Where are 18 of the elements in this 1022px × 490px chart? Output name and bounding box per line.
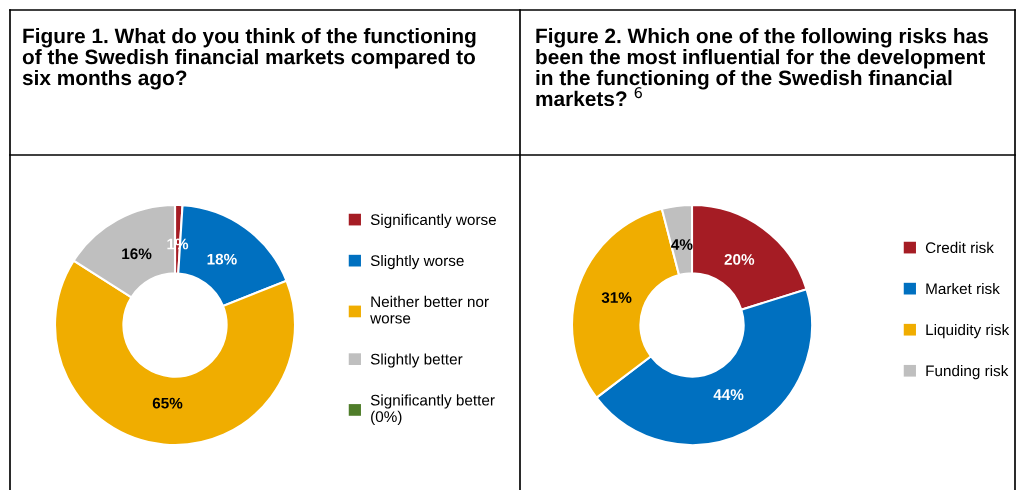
legend-label: Funding risk bbox=[926, 365, 1009, 380]
chart-title: Figure 1. What do you think of the functioning of the Swedish financial markets compared to six months ago? bbox=[22, 28, 476, 90]
data-label: 4% bbox=[671, 239, 693, 250]
data-label: 65% bbox=[152, 397, 183, 409]
data-label: 18% bbox=[207, 253, 237, 265]
legend-label: Liquidity risk bbox=[926, 323, 1010, 339]
legend-label: Slightly better bbox=[370, 353, 463, 368]
legend-label: Market risk bbox=[926, 282, 1000, 295]
chart-title: Figure 2. Which one of the following risks has been the most influential for the development in the functioning of the Swedish financial markets? $^{6}$ bbox=[536, 28, 988, 107]
legend-label: Significantly better (0%) bbox=[370, 394, 495, 426]
data-label: 20% bbox=[724, 254, 755, 265]
data-label: 16% bbox=[122, 248, 152, 260]
legend-label: Neither better nor worse bbox=[370, 295, 489, 324]
data-label: 31% bbox=[601, 292, 632, 304]
legend-label: Slightly worse bbox=[370, 254, 464, 270]
legend-label: Significantly worse bbox=[370, 213, 496, 229]
data-label: 44% bbox=[713, 389, 744, 400]
legend-label: Credit risk bbox=[925, 241, 994, 254]
